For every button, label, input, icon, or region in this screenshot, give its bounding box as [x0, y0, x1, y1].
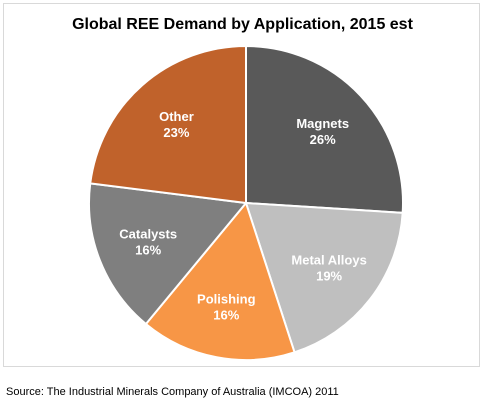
- pie-slice-catalysts: [88, 182, 248, 326]
- slice-value-catalysts: 16%: [135, 243, 161, 258]
- chart-area: Global REE Demand by Application, 2015 e…: [3, 3, 480, 367]
- slice-category-metal-alloys: Metal Alloys: [291, 252, 366, 267]
- slice-category-catalysts: Catalysts: [119, 227, 177, 242]
- slice-label-other: Other 23%: [159, 109, 194, 140]
- pie-slice-polishing: [144, 200, 296, 361]
- pie-slices: [88, 44, 404, 361]
- slice-label-polishing: Polishing 16%: [197, 291, 256, 322]
- slice-value-polishing: 16%: [213, 307, 239, 322]
- source-note: Source: The Industrial Minerals Company …: [6, 386, 339, 398]
- slice-label-metal-alloys: Metal Alloys 19%: [291, 252, 366, 283]
- slice-label-catalysts: Catalysts 16%: [119, 227, 177, 258]
- slice-category-polishing: Polishing: [197, 291, 256, 306]
- slice-category-magnets: Magnets: [296, 116, 349, 131]
- slice-value-metal-alloys: 19%: [316, 268, 342, 283]
- pie-slice-metal-alloys: [244, 201, 404, 354]
- slice-value-magnets: 26%: [310, 132, 336, 147]
- slice-category-other: Other: [159, 109, 194, 124]
- slice-label-magnets: Magnets 26%: [296, 116, 349, 147]
- pie-slice-magnets: [245, 44, 404, 214]
- pie-slice-other: [89, 44, 247, 205]
- pie-chart: Magnets 26%Metal Alloys 19%Polishing 16%Cat…: [88, 44, 404, 361]
- slice-value-other: 23%: [163, 125, 189, 140]
- pie-labels: Magnets 26%Metal Alloys 19%Polishing 16%Cat…: [119, 109, 367, 322]
- chart-title: Global REE Demand by Application, 2015 e…: [72, 16, 413, 33]
